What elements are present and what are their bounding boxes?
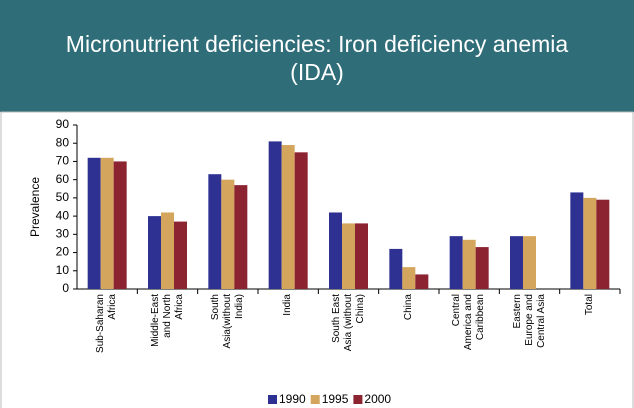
y-tick-label: 40 <box>56 208 70 222</box>
bar <box>583 197 597 289</box>
bar <box>475 247 489 289</box>
x-tick-label: Central America and Caribbean <box>451 294 487 351</box>
x-tick-label: Total <box>583 294 595 316</box>
x-tick-label: South Asia(without India) <box>209 294 245 349</box>
y-tick-label: 60 <box>56 172 70 186</box>
x-tick-label: South East Asia (without China) <box>330 294 366 352</box>
bar <box>281 145 295 289</box>
legend-swatch <box>268 395 277 404</box>
bar <box>113 161 127 289</box>
header-band <box>0 0 634 112</box>
y-tick-label: 80 <box>56 135 70 149</box>
bar <box>342 223 355 289</box>
y-tick-label: 30 <box>56 227 70 241</box>
bar <box>234 185 248 289</box>
bar <box>596 199 610 289</box>
bar <box>268 141 282 289</box>
legend-swatch <box>353 395 363 404</box>
bar <box>294 152 308 289</box>
y-tick-label: 20 <box>56 245 70 259</box>
chart-title: Micronutrient deficiencies: Iron deficie… <box>65 31 569 85</box>
bar <box>100 157 114 289</box>
bar <box>510 236 523 289</box>
bar <box>87 157 101 289</box>
y-tick-label: 70 <box>56 154 70 168</box>
y-tick-label: 10 <box>56 263 70 277</box>
legend-label: 1990 <box>279 392 306 406</box>
y-axis-label: Prevalence <box>28 177 42 237</box>
bar <box>570 192 584 289</box>
bar <box>449 236 463 289</box>
bar <box>402 267 416 289</box>
bar <box>161 212 174 289</box>
bar <box>174 221 187 289</box>
frame <box>0 111 634 408</box>
bar <box>523 236 536 289</box>
bar <box>415 274 429 289</box>
legend-swatch <box>310 395 320 404</box>
bar <box>389 248 403 289</box>
y-tick-label: 90 <box>56 117 70 131</box>
y-tick-label: 50 <box>56 190 70 204</box>
bar <box>221 179 235 289</box>
x-tick-label: China <box>402 294 414 321</box>
x-tick-label: Eastern Europe and Central Asia <box>511 294 547 348</box>
x-tick-label: India <box>282 294 294 316</box>
x-tick-label: Middle-East and North Africa <box>149 294 185 347</box>
legend-label: 2000 <box>364 392 391 406</box>
bar <box>355 223 368 289</box>
x-tick-label: Sub-Saharan Africa <box>95 294 119 353</box>
bar <box>329 212 342 289</box>
legend-label: 1995 <box>322 392 349 406</box>
bar <box>462 239 476 289</box>
bar <box>208 174 222 289</box>
y-tick-label: 0 <box>62 281 69 295</box>
bar <box>148 216 161 289</box>
